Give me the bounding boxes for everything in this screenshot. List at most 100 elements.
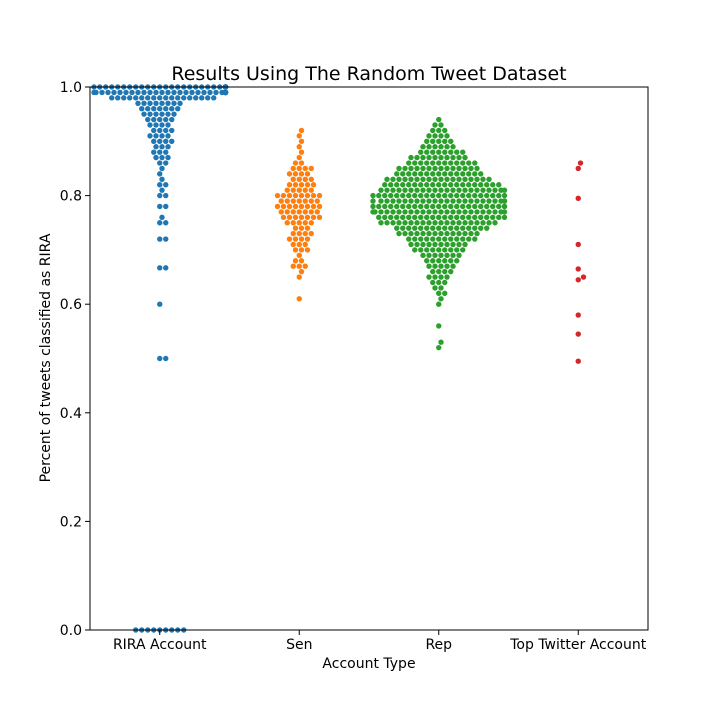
- data-point: [414, 154, 420, 161]
- data-point: [298, 247, 305, 253]
- data-point: [478, 182, 484, 188]
- data-point: [456, 165, 462, 172]
- data-point: [432, 220, 438, 226]
- data-point: [454, 182, 460, 188]
- data-point: [501, 187, 508, 193]
- data-point: [462, 230, 468, 237]
- data-point: [400, 171, 406, 177]
- data-point: [432, 241, 438, 248]
- data-point: [442, 247, 448, 253]
- data-point: [430, 149, 436, 155]
- data-point: [163, 149, 169, 155]
- data-point: [438, 144, 444, 150]
- data-point: [298, 268, 305, 275]
- data-point: [153, 89, 159, 96]
- data-point: [378, 198, 384, 204]
- data-point: [448, 171, 454, 177]
- data-point: [115, 95, 121, 101]
- data-point: [296, 176, 302, 183]
- data-point: [472, 192, 478, 199]
- data-point: [438, 339, 444, 345]
- data-point: [157, 160, 163, 166]
- data-point: [310, 192, 317, 199]
- data-point: [462, 187, 468, 193]
- data-point: [432, 154, 438, 161]
- data-point: [436, 225, 442, 231]
- data-point: [308, 198, 314, 204]
- data-point: [378, 220, 384, 226]
- data-point: [296, 154, 302, 161]
- data-point: [577, 160, 584, 166]
- data-point: [478, 192, 484, 199]
- data-point: [390, 209, 396, 215]
- data-point: [418, 149, 424, 155]
- data-point: [436, 203, 442, 210]
- data-point: [292, 258, 299, 264]
- data-point: [444, 198, 450, 204]
- data-point: [296, 230, 302, 237]
- data-point: [501, 198, 508, 204]
- data-point: [448, 214, 454, 221]
- data-point: [290, 176, 296, 183]
- data-point: [424, 247, 430, 253]
- data-point: [430, 160, 436, 166]
- data-point: [420, 198, 426, 204]
- data-point: [111, 89, 117, 96]
- data-point: [460, 160, 466, 166]
- data-point: [496, 192, 502, 199]
- data-point: [296, 220, 302, 226]
- data-point: [486, 198, 492, 204]
- data-point: [141, 89, 147, 96]
- data-point: [286, 203, 293, 210]
- data-point: [314, 198, 320, 204]
- data-point: [290, 241, 296, 248]
- data-point: [163, 236, 169, 242]
- data-point: [444, 220, 450, 226]
- data-point: [171, 111, 177, 117]
- data-point: [370, 209, 376, 215]
- data-point: [474, 165, 480, 172]
- data-point: [436, 116, 442, 123]
- data-point: [378, 209, 384, 215]
- data-point: [448, 160, 454, 166]
- data-point: [157, 355, 163, 362]
- data-point: [316, 192, 323, 199]
- data-point: [145, 95, 151, 101]
- data-point: [436, 138, 442, 144]
- chart-title: Results Using The Random Tweet Dataset: [171, 63, 566, 85]
- data-point: [432, 252, 438, 259]
- data-point: [426, 230, 432, 237]
- data-point: [442, 268, 448, 275]
- data-point: [496, 182, 502, 188]
- data-point: [141, 100, 147, 106]
- data-point: [492, 209, 498, 215]
- data-point: [284, 187, 290, 193]
- data-point: [165, 122, 171, 128]
- data-point: [438, 154, 444, 161]
- data-point: [390, 198, 396, 204]
- data-point: [426, 252, 432, 259]
- data-point: [396, 187, 402, 193]
- data-point: [304, 203, 311, 210]
- data-point: [169, 127, 175, 134]
- data-point: [302, 263, 308, 269]
- data-point: [432, 165, 438, 172]
- data-point: [462, 154, 468, 161]
- data-point: [438, 165, 444, 172]
- data-point: [462, 165, 468, 172]
- data-point: [466, 192, 472, 199]
- data-point: [442, 236, 448, 242]
- data-point: [456, 187, 462, 193]
- data-point: [438, 209, 444, 215]
- data-point: [177, 100, 183, 106]
- data-point: [436, 182, 442, 188]
- data-point: [490, 192, 496, 199]
- data-point: [189, 89, 195, 96]
- data-point: [484, 182, 490, 188]
- data-point: [157, 138, 163, 144]
- data-point: [501, 209, 508, 215]
- data-point: [286, 182, 293, 188]
- data-point: [580, 274, 587, 280]
- data-point: [135, 89, 141, 96]
- data-point: [460, 225, 466, 231]
